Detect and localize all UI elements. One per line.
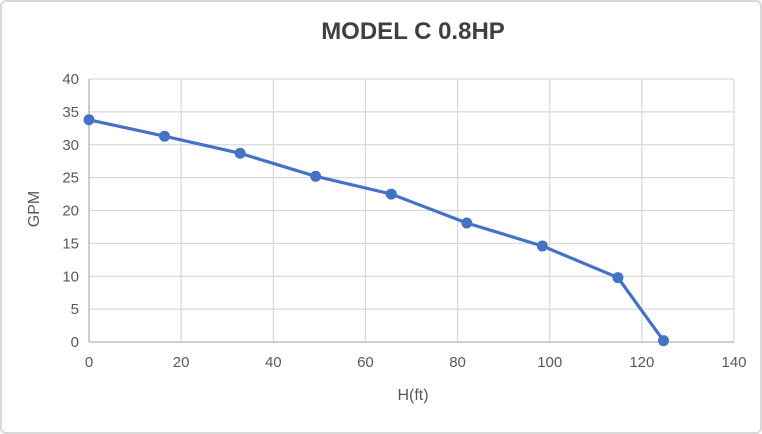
- data-point-marker: [234, 147, 246, 159]
- tick-labels: 0 5 10 15 20 25 30 35 40 0 20 40 60 80 100 120 140: [62, 71, 746, 371]
- data-series-line: [83, 114, 670, 347]
- y-tick-label: 30: [62, 137, 79, 154]
- data-point-marker: [612, 272, 624, 284]
- x-tick-label: 140: [721, 354, 746, 371]
- data-point-marker: [159, 130, 171, 142]
- x-tick-label: 80: [449, 354, 466, 371]
- x-tick-label: 120: [629, 354, 654, 371]
- x-tick-label: 20: [173, 354, 190, 371]
- y-tick-label: 35: [62, 104, 79, 121]
- data-point-marker: [536, 240, 548, 252]
- x-tick-label: 0: [85, 354, 93, 371]
- y-tick-label: 25: [62, 170, 79, 187]
- y-tick-label: 5: [71, 301, 79, 318]
- data-point-marker: [83, 114, 95, 126]
- x-tick-label: 40: [265, 354, 282, 371]
- data-point-marker: [658, 335, 670, 347]
- data-point-marker: [385, 188, 397, 200]
- x-axis-title: H(ft): [397, 387, 429, 404]
- y-tick-label: 0: [71, 334, 79, 351]
- x-tick-label: 100: [537, 354, 562, 371]
- data-point-marker: [461, 217, 473, 229]
- y-tick-label: 20: [62, 203, 79, 220]
- y-tick-label: 10: [62, 268, 79, 285]
- y-tick-label: 15: [62, 235, 79, 252]
- series-line: [87, 118, 666, 343]
- y-tick-label: 40: [62, 71, 79, 88]
- chart-title: MODEL C 0.8HP: [321, 18, 505, 45]
- x-tick-label: 60: [357, 354, 374, 371]
- data-point-marker: [310, 170, 322, 182]
- y-axis-title: GPM: [26, 190, 43, 228]
